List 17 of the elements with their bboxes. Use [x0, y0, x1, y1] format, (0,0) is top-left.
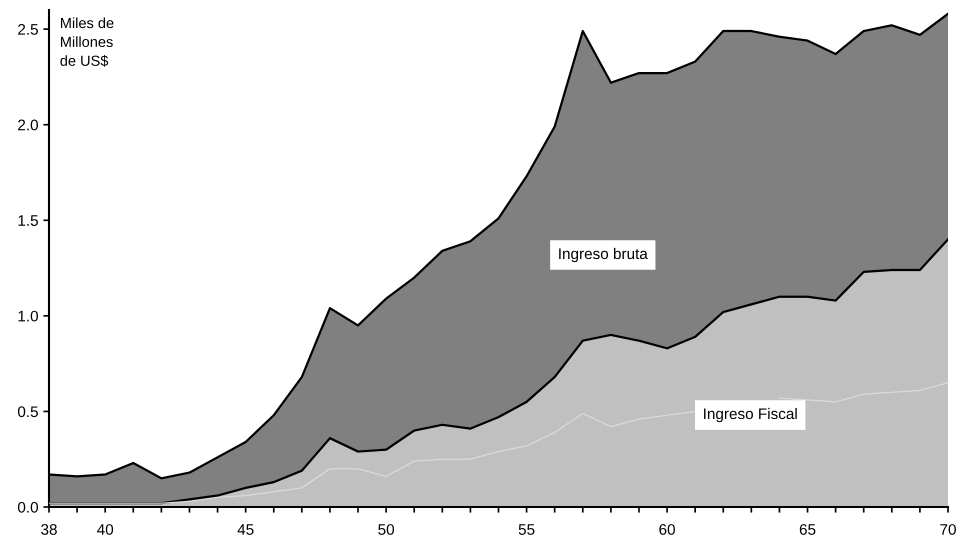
x-tick-label: 70 — [940, 524, 956, 535]
x-tick-label: 38 — [41, 524, 57, 535]
y-tick-label: 2.0 — [18, 120, 38, 130]
y-tick-label: 1.5 — [18, 215, 38, 226]
series-label: Ingreso Fiscal — [704, 408, 797, 422]
y-axis-title: Miles de Millones de US$ — [60, 17, 114, 67]
series-label: Ingreso bruta — [559, 248, 648, 262]
y-tick-label: 1.0 — [18, 310, 38, 322]
x-tick-label: 50 — [378, 524, 394, 535]
x-tick-label: 65 — [800, 524, 816, 535]
x-tick-label: 55 — [518, 524, 534, 535]
y-tick-label: 0.5 — [18, 406, 38, 418]
y-tick-label: 0.0 — [18, 502, 38, 513]
y-tick-label: 2.5 — [18, 24, 38, 35]
x-tick-label: 60 — [659, 524, 675, 535]
x-tick-label: 45 — [238, 524, 254, 535]
x-tick-label: 40 — [97, 524, 114, 535]
